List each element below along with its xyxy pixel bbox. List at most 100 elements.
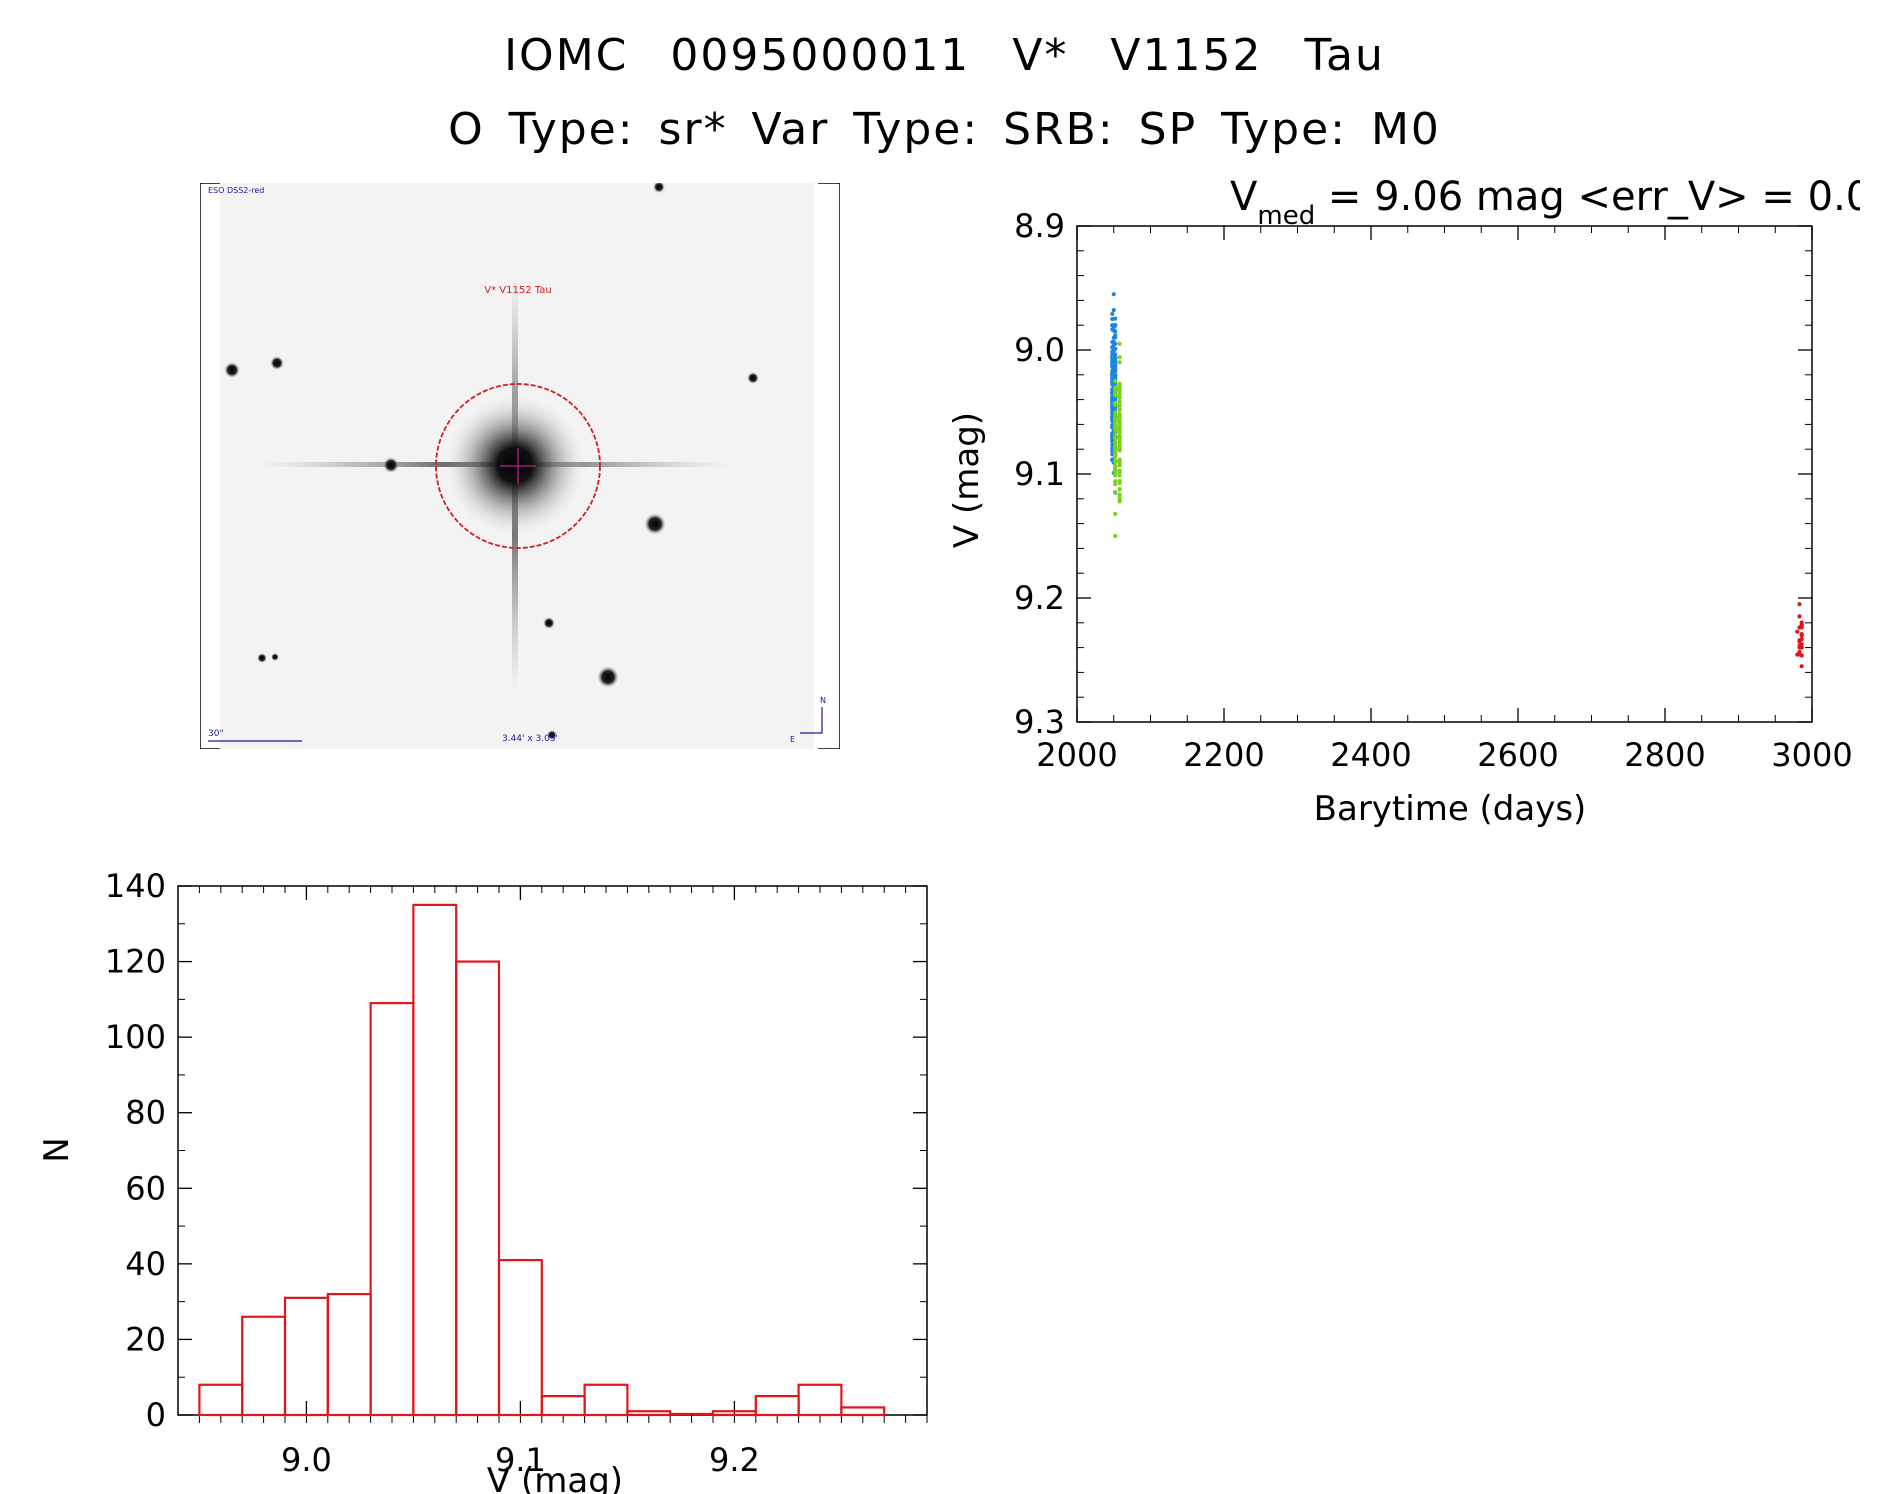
survey-label: ESO DSS2-red: [208, 186, 264, 195]
y-tick-label: 140: [105, 867, 166, 905]
data-point-green: [1113, 445, 1118, 450]
north-label: N: [820, 696, 826, 705]
histogram-bar: [540, 1395, 586, 1417]
object-id: IOMC 0095000011: [504, 30, 971, 81]
object-name: V* V1152 Tau: [1012, 30, 1385, 81]
data-point-green: [1117, 355, 1122, 360]
plot-frame: [1076, 225, 1813, 723]
data-point-blue: [1113, 372, 1118, 378]
y-tick-label: 9.0: [1014, 331, 1065, 369]
histogram-bar: [326, 1292, 372, 1417]
histogram-bar: [369, 1002, 415, 1417]
scale-label: 30": [208, 729, 224, 739]
y-tick-label: 20: [125, 1320, 166, 1358]
data-point-green: [1117, 383, 1122, 389]
data-point-blue: [1111, 292, 1116, 297]
data-point-blue: [1111, 328, 1116, 333]
data-point-red: [1797, 643, 1802, 648]
data-point-green: [1113, 378, 1118, 384]
histogram-bar: [797, 1383, 843, 1417]
data-point-blue: [1110, 311, 1115, 316]
data-point-green: [1117, 493, 1122, 498]
light-curve-axes: 2000 2200 2400 2600 2800 3000 8.9 9.0 9.1 9.2 9.3: [1014, 207, 1853, 774]
data-point-green: [1113, 420, 1118, 425]
data-point-green: [1113, 533, 1118, 539]
data-point-red: [1799, 632, 1804, 637]
x-axis-label: Barytime (days): [1314, 789, 1587, 829]
data-point-green: [1113, 432, 1118, 437]
data-point-green: [1117, 487, 1122, 492]
data-point-green: [1113, 393, 1118, 398]
data-point-green: [1117, 421, 1122, 426]
x-tick-label: 9.0: [281, 1441, 332, 1479]
chart-title-line2: O Type: sr* Var Type: SRB: SP Type: M0: [448, 104, 1441, 155]
data-point-green: [1113, 479, 1118, 484]
histogram-bar: [412, 903, 458, 1417]
data-point-blue: [1113, 316, 1118, 321]
data-point-blue: [1111, 349, 1116, 354]
data-point-green: [1117, 458, 1122, 463]
data-point-red: [1799, 623, 1804, 628]
data-point-blue: [1110, 323, 1115, 328]
data-point-green: [1117, 478, 1122, 483]
histogram-bar: [198, 1383, 244, 1417]
y-tick-label: 80: [125, 1094, 166, 1132]
data-point-red: [1797, 602, 1802, 607]
y-tick-label: 120: [105, 943, 166, 981]
data-point-green: [1113, 449, 1118, 454]
data-point-green: [1113, 402, 1118, 407]
data-point-green: [1117, 469, 1122, 474]
x-tick-label: 3000: [1771, 736, 1852, 774]
field-star: [257, 653, 267, 663]
y-axis-label: V (mag): [947, 412, 987, 548]
data-point-green: [1113, 453, 1118, 458]
histogram-bar: [840, 1406, 886, 1417]
histogram-bar: [583, 1383, 629, 1417]
y-tick-label: 60: [125, 1169, 166, 1207]
x-tick-label: 9.1: [495, 1441, 546, 1479]
target-crosshair: [500, 448, 536, 484]
data-point-green: [1117, 424, 1122, 430]
data-point-green: [1113, 482, 1118, 487]
east-label: E: [790, 735, 795, 744]
y-tick-label: 100: [105, 1018, 166, 1056]
data-point-green: [1113, 440, 1118, 445]
histogram-bar: [455, 960, 501, 1417]
field-star: [383, 457, 399, 473]
histogram-chart: 9.0 9.1 9.2 0 20 40 60 80 100 120 140 V (mag) N: [40, 867, 928, 1494]
data-point-green: [1113, 416, 1118, 421]
histogram-bar: [626, 1410, 672, 1417]
data-point-green: [1117, 463, 1122, 468]
histogram-bar: [754, 1395, 800, 1417]
data-point-green: [1113, 490, 1118, 495]
data-point-red: [1797, 652, 1802, 657]
light-curve-chart: Vmed = 9.06 mag <err_V> = 0.01 mag 20002…: [947, 174, 1860, 829]
field-star: [271, 653, 279, 661]
data-point-blue: [1113, 341, 1118, 346]
x-axis-label: V (mag): [487, 1461, 623, 1494]
data-point-green: [1113, 459, 1118, 464]
histogram-bar: [497, 1258, 543, 1417]
data-point-green: [1117, 473, 1122, 478]
y-tick-label: 9.1: [1014, 455, 1065, 493]
data-point-red: [1799, 637, 1804, 642]
x-tick-label: 2000: [1036, 736, 1117, 774]
x-tick-label: 9.2: [709, 1441, 760, 1479]
field-star: [543, 617, 555, 629]
plot-frame: [177, 885, 928, 1416]
x-tick-label: 2400: [1330, 736, 1411, 774]
finder-chart: ESO DSS2-red V* V1152 Tau 30" 3.44' x 3.…: [200, 183, 840, 749]
data-point-green: [1117, 436, 1122, 441]
data-point-blue: [1111, 307, 1116, 313]
y-tick-label: 9.2: [1014, 579, 1065, 617]
y-axis-label: N: [40, 1137, 77, 1162]
data-point-green: [1117, 391, 1122, 396]
data-point-blue: [1110, 345, 1115, 350]
data-point-green: [1117, 399, 1122, 404]
y-tick-label: 9.3: [1014, 703, 1065, 741]
data-point-blue: [1113, 333, 1118, 338]
field-star: [747, 372, 759, 384]
histogram-bars: [198, 903, 886, 1417]
data-point-green: [1117, 360, 1122, 365]
field-size-label: 3.44' x 3.05': [502, 734, 558, 744]
